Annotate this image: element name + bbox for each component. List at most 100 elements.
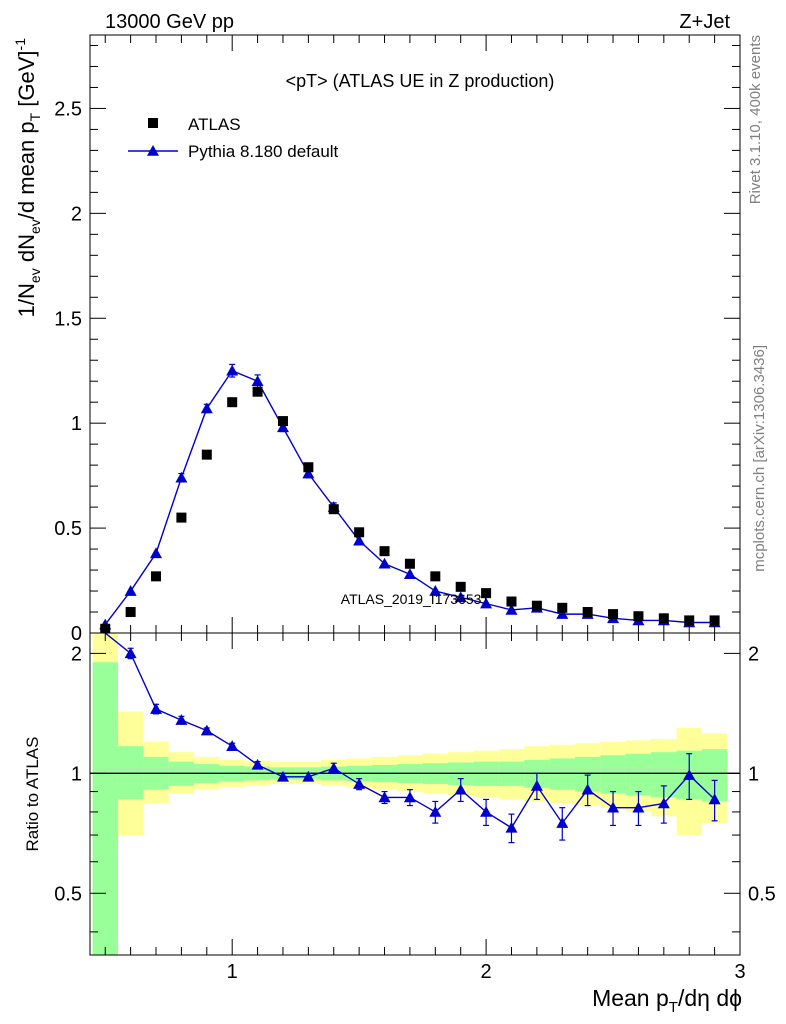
ratio-data-point	[150, 703, 163, 714]
ratio-data-point	[505, 821, 518, 833]
data-point-pythia	[454, 591, 467, 603]
uncertainty-band-stat	[600, 755, 626, 794]
legend-marker-pythia	[147, 145, 159, 156]
uncertainty-band-stat	[625, 753, 652, 796]
header-right-label: Z+Jet	[679, 11, 730, 33]
ratio-data-point	[607, 801, 620, 813]
data-point-atlas	[531, 600, 542, 611]
x-tick-label: 1	[227, 961, 238, 983]
y-tick-label: 2.5	[54, 98, 82, 120]
y-tick-label: 0.5	[54, 883, 82, 905]
data-point-atlas	[506, 596, 517, 607]
data-point-pythia	[276, 421, 289, 433]
ratio-data-point	[403, 791, 416, 803]
data-point-pythia	[175, 471, 188, 483]
uncertainty-band-stat	[549, 758, 575, 790]
ratio-data-point	[657, 797, 670, 809]
ratio-data-point	[226, 740, 239, 751]
ratio-axis-ticks: 1 2 3 0.5 0.5 1 1 2 2	[54, 633, 776, 983]
ratio-data-point	[556, 817, 569, 828]
x-axis-title: Mean pT/dη dϕ	[592, 985, 742, 1016]
data-point-atlas	[430, 571, 441, 582]
main-y-axis-title: 1/Nev dNev/d mean pT [GeV]-1	[12, 38, 43, 318]
data-point-pythia	[302, 467, 315, 479]
data-point-pythia	[480, 597, 493, 609]
data-point-atlas	[455, 581, 466, 592]
ratio-data-point	[200, 724, 213, 736]
ratio-data-point	[454, 783, 467, 795]
data-point-atlas	[328, 504, 339, 515]
y-tick-label: 2	[71, 203, 82, 225]
legend: ATLAS Pythia 8.180 default	[128, 115, 339, 161]
ratio-data-point	[175, 714, 188, 725]
y-tick-label: 1.5	[54, 308, 82, 330]
uncertainty-band-stat	[92, 662, 118, 955]
data-point-atlas	[684, 615, 695, 626]
data-point-atlas	[151, 571, 162, 582]
data-point-pythia	[505, 603, 518, 615]
y-tick-label: 1	[71, 763, 82, 785]
header-left-label: 13000 GeV pp	[105, 11, 234, 33]
data-point-atlas	[201, 449, 212, 460]
ratio-data-point	[302, 770, 315, 782]
data-point-pythia	[353, 534, 366, 546]
data-point-atlas	[481, 588, 492, 599]
mcplots-reference-label: mcplots.cern.ch [arXiv:1306.3436]	[751, 345, 768, 572]
y-tick-label-right: 1	[748, 763, 759, 785]
data-point-atlas	[608, 609, 619, 620]
ratio-data-point	[581, 783, 594, 795]
ratio-panel: 1 2 3 0.5 0.5 1 1 2 2	[54, 632, 776, 983]
legend-label-atlas: ATLAS	[188, 115, 241, 134]
data-point-atlas	[176, 512, 187, 523]
ratio-data-point	[276, 770, 289, 782]
data-point-atlas	[379, 546, 390, 557]
data-point-atlas	[227, 397, 238, 408]
ratio-data-point	[480, 805, 493, 817]
main-plot-content	[99, 363, 721, 634]
data-point-atlas	[709, 615, 720, 626]
ratio-plot-content	[90, 632, 740, 955]
series-line-pythia	[104, 369, 715, 626]
y-tick-label-right: 0.5	[748, 883, 776, 905]
ratio-data-point	[632, 801, 645, 813]
data-point-pythia	[200, 402, 213, 414]
data-point-atlas	[404, 558, 415, 569]
data-point-atlas	[633, 611, 644, 622]
y-tick-label: 0	[71, 623, 82, 645]
main-panel: 0 0.5 1 1.5 2 2.5 <pT> (ATLAS UE in Z product…	[54, 34, 741, 645]
data-point-atlas	[557, 602, 568, 613]
x-tick-label: 2	[481, 961, 492, 983]
ratio-frame	[89, 632, 741, 956]
plot-title: <pT> (ATLAS UE in Z production)	[286, 71, 555, 91]
ratio-y-axis-title: Ratio to ATLAS	[23, 737, 42, 852]
data-point-pythia	[429, 585, 442, 596]
analysis-watermark: ATLAS_2019_I1736531	[341, 591, 490, 607]
data-point-pythia	[124, 585, 137, 596]
ratio-data-point	[327, 762, 340, 774]
y-tick-label: 0.5	[54, 518, 82, 540]
ratio-data-point	[251, 758, 264, 770]
ratio-data-point	[530, 779, 543, 791]
legend-marker-atlas	[148, 118, 158, 128]
ratio-data-point	[683, 769, 696, 780]
data-point-pythia	[403, 568, 416, 580]
rivet-version-label: Rivet 3.1.10, 400k events	[747, 35, 764, 204]
ratio-data-point	[353, 778, 366, 789]
data-point-atlas	[303, 462, 314, 473]
ratio-data-point	[708, 793, 721, 805]
data-point-atlas	[252, 386, 263, 397]
x-tick-label: 3	[734, 961, 745, 983]
data-point-pythia	[251, 375, 264, 387]
data-point-pythia	[226, 364, 239, 376]
data-point-atlas	[582, 607, 593, 618]
y-tick-label: 1	[71, 413, 82, 435]
ratio-data-point	[124, 647, 137, 659]
y-tick-label: 2	[71, 643, 82, 665]
data-point-pythia	[556, 608, 569, 619]
ratio-data-point	[429, 805, 442, 817]
data-point-atlas	[277, 416, 288, 427]
legend-label-pythia: Pythia 8.180 default	[188, 142, 339, 161]
ratio-data-point	[378, 791, 391, 803]
data-point-pythia	[150, 547, 163, 559]
